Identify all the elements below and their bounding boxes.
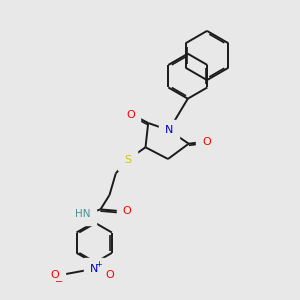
Text: O: O (202, 137, 211, 147)
Text: O: O (126, 110, 135, 120)
Text: O: O (106, 270, 115, 280)
Text: HN: HN (75, 209, 91, 219)
Text: N: N (90, 264, 98, 274)
Text: S: S (124, 155, 131, 165)
Text: −: − (55, 277, 63, 287)
Text: O: O (50, 270, 59, 280)
Text: O: O (123, 206, 132, 216)
Text: N: N (165, 125, 173, 135)
Text: +: + (95, 260, 102, 269)
